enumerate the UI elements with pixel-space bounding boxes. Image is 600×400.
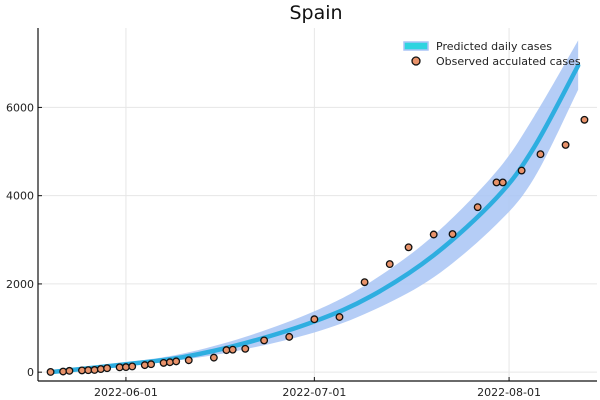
legend: Predicted daily cases Observed acculated… (403, 40, 581, 68)
observed-point (184, 356, 193, 365)
observed-point (492, 178, 501, 187)
observed-point (517, 166, 526, 175)
chart-title: Spain (289, 2, 342, 24)
observed-point (360, 278, 369, 287)
observed-point (285, 332, 294, 341)
observed-point (65, 366, 74, 375)
observed-point (222, 346, 231, 355)
x-tick-label: 2022-07-01 (282, 386, 346, 399)
observed-point (448, 230, 457, 239)
observed-point (536, 150, 545, 159)
y-tick-label: 6000 (6, 101, 34, 114)
legend-marker-observed (411, 56, 421, 66)
observed-point (159, 358, 168, 367)
observed-point (209, 353, 218, 362)
observed-point (310, 315, 319, 324)
observed-point (46, 368, 55, 376)
observed-point (165, 358, 174, 367)
observed-point (147, 360, 156, 369)
y-tick-label: 2000 (6, 278, 34, 291)
observed-point (96, 365, 105, 374)
prediction-band (50, 40, 579, 373)
y-tick-label: 0 (27, 366, 34, 379)
band-layer (50, 40, 579, 373)
observed-point (335, 313, 344, 321)
legend-label-predicted: Predicted daily cases (436, 40, 552, 53)
observed-point (78, 366, 86, 375)
observed-point (90, 366, 99, 374)
observed-point (498, 178, 507, 187)
legend-label-observed: Observed acculated cases (436, 55, 581, 68)
observed-point (429, 230, 438, 239)
y-tick-label: 4000 (6, 190, 34, 203)
observed-point (59, 367, 68, 376)
observed-point (385, 260, 394, 269)
axis-layer: 0 2000 4000 6000 2022-06-01 2022-07-01 2022-08… (6, 28, 597, 399)
observed-point (473, 203, 482, 212)
observed-point (121, 363, 130, 372)
observed-point (228, 345, 237, 354)
observed-point (260, 336, 269, 345)
observed-point (115, 363, 124, 372)
observed-point (172, 357, 181, 366)
observed-point (241, 344, 250, 353)
observed-point (561, 140, 570, 149)
point-layer (46, 115, 589, 376)
observed-point (84, 366, 93, 375)
observed-point (580, 115, 589, 124)
observed-point (404, 243, 413, 252)
grid-layer (38, 28, 597, 381)
x-tick-label: 2022-06-01 (94, 386, 158, 399)
observed-point (103, 364, 112, 373)
legend-swatch-predicted (403, 41, 429, 51)
observed-point (140, 361, 149, 370)
x-tick-label: 2022-08-01 (477, 386, 541, 399)
observed-point (128, 362, 137, 371)
